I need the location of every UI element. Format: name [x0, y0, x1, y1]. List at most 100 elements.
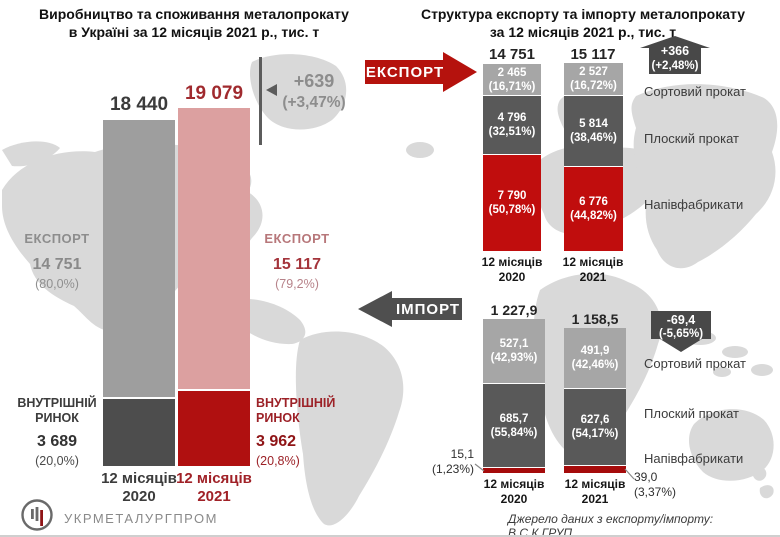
production-axis-2020-line1: 12 місяців [101, 470, 177, 487]
import-category-sorted: Сортовий прокат [644, 356, 747, 371]
domestic-pct-2020: (20,0%) [35, 454, 79, 468]
segment-value: 7 790 [497, 190, 527, 202]
export-badge-value: +366 [661, 44, 689, 58]
export-bar-2021: 2 527 (16,72%) 5 814 (38,46%) 6 776 (44,… [564, 63, 623, 251]
import-category-flat: Плоский прокат [644, 406, 739, 421]
segment-pct: (55,84%) [490, 426, 538, 439]
export-axis-2020-line1: 12 місяців [481, 255, 543, 269]
export-bar-2021-sorted-segment: 2 527 (16,72%) [564, 63, 623, 96]
callout-value: 39,0 [634, 470, 658, 484]
import-axis-2020: 12 місяців 2020 [479, 477, 549, 507]
segment-pct: (32,51%) [488, 126, 536, 138]
export-bar-2020-flat-segment: 4 796 (32,51%) [483, 96, 541, 155]
domestic-label-2021-line2: РИНОК [256, 411, 300, 425]
import-arrow-label: ІМПОРТ [396, 301, 460, 318]
callout-pct: (3,37%) [634, 485, 677, 499]
segment-value: 2 465 [497, 66, 527, 79]
export-label-2020: ЕКСПОРТ [24, 231, 90, 246]
export-category-sorted: Сортовий прокат [644, 84, 747, 99]
export-axis-2021: 12 місяців 2021 [558, 255, 628, 285]
import-bar-2021: 491,9 (42,46%) 627,6 (54,17%) [564, 328, 626, 473]
import-total-2020: 1 227,9 [490, 302, 538, 318]
import-bar-2020-semis-segment [483, 468, 545, 473]
production-change-pct: (+3,47%) [282, 94, 346, 111]
segment-pct: (42,93%) [490, 352, 538, 364]
segment-value: 527,1 [499, 338, 529, 350]
export-axis-2021-line2: 2021 [579, 270, 607, 284]
production-bar-2021 [178, 108, 250, 466]
segment-pct: (16,71%) [488, 80, 536, 93]
production-bar-2021-export-segment [178, 108, 250, 391]
segment-value: 4 796 [497, 112, 527, 124]
production-axis-2021-line1: 12 місяців [176, 470, 252, 487]
production-title-line2: в Україні за 12 місяців 2021 р., тис. т [68, 24, 320, 40]
segment-value: 627,6 [580, 414, 610, 426]
segment-pct: (50,78%) [488, 204, 536, 216]
production-bar-2020-domestic-segment [103, 399, 175, 466]
segment-value: 6 776 [579, 196, 608, 208]
domestic-label-2020-line1: ВНУТРІШНІЙ [17, 396, 97, 410]
import-semis-2021-callout: 39,0 (3,37%) [634, 470, 702, 500]
change-indicator-line [259, 57, 262, 145]
ukrmetallurgprom-logo-icon [21, 499, 53, 531]
import-axis-2020-line1: 12 місяців [483, 477, 545, 491]
import-category-semis: Напівфабрикати [644, 451, 744, 466]
export-label-block-2021: ЕКСПОРТ 15 117 (79,2%) [251, 231, 343, 291]
domestic-label-block-2020: ВНУТРІШНІЙ РИНОК 3 689 (20,0%) [14, 396, 100, 468]
segment-pct: (16,72%) [570, 80, 617, 92]
import-axis-2021-line1: 12 місяців [564, 477, 626, 491]
export-bar-2021-semis-segment: 6 776 (44,82%) [564, 167, 623, 251]
production-bar-2020 [103, 120, 175, 466]
ukrmetallurgprom-logo-text: УКРМЕТАЛУРГПРОМ [64, 511, 218, 526]
export-increase-badge: +366 (+2,48%) [640, 36, 710, 74]
import-semis-2020-callout: 15,1 (1,23%) [406, 447, 474, 477]
export-bar-2021-flat-segment: 5 814 (38,46%) [564, 96, 623, 167]
export-pct-2021: (79,2%) [275, 277, 319, 291]
export-category-semis: Напівфабрикати [644, 197, 744, 212]
structure-chart-title: Структура експорту та імпорту металопрок… [418, 5, 748, 41]
production-total-2021: 19 079 [184, 83, 244, 104]
export-category-flat: Плоский прокат [644, 131, 739, 146]
segment-value: 685,7 [499, 412, 529, 425]
production-bar-2021-domestic-segment [178, 391, 250, 466]
export-arrow: ЕКСПОРТ [365, 52, 477, 92]
export-axis-2021-line1: 12 місяців [562, 255, 624, 269]
production-change-value: +639 [293, 71, 335, 91]
import-bar-2020-flat-segment: 685,7 (55,84%) [483, 384, 545, 468]
import-total-2021: 1 158,5 [571, 311, 619, 327]
segment-value: 5 814 [579, 118, 608, 130]
export-value-2020: 14 751 [32, 256, 82, 273]
production-title-line1: Виробництво та споживання металопрокату [39, 6, 349, 22]
import-bar-2021-sorted-segment: 491,9 (42,46%) [564, 328, 626, 389]
domestic-value-2020: 3 689 [36, 433, 78, 450]
domestic-label-2021-line1: ВНУТРІШНІЙ [256, 396, 336, 410]
import-axis-2021-line2: 2021 [581, 492, 609, 506]
segment-pct: (42,46%) [571, 359, 619, 371]
production-bar-2020-export-segment [103, 120, 175, 399]
export-pct-2020: (80,0%) [35, 277, 79, 291]
segment-pct: (38,46%) [570, 132, 617, 144]
production-axis-2020: 12 місяців 2020 [95, 470, 183, 506]
production-chart-title: Виробництво та споживання металопрокату … [38, 5, 350, 41]
structure-title-line1: Структура експорту та імпорту металопрок… [420, 6, 746, 22]
production-axis-2021-line2: 2021 [197, 488, 231, 505]
segment-value: 491,9 [580, 345, 610, 357]
change-indicator-arrow [266, 84, 277, 96]
import-badge-pct: (-5,65%) [659, 328, 703, 340]
callout-pct: (1,23%) [431, 462, 474, 476]
import-bar-2020: 527,1 (42,93%) 685,7 (55,84%) [483, 319, 545, 473]
import-bar-2021-flat-segment: 627,6 (54,17%) [564, 389, 626, 466]
domestic-pct-2021: (20,8%) [256, 454, 300, 468]
export-label-2021: ЕКСПОРТ [264, 231, 330, 246]
export-value-2021: 15 117 [272, 256, 322, 273]
production-axis-2020-line2: 2020 [122, 488, 156, 505]
production-total-2020: 18 440 [109, 94, 169, 115]
import-axis-2020-line2: 2020 [500, 492, 528, 506]
export-bar-2020-semis-segment: 7 790 (50,78%) [483, 155, 541, 251]
import-bar-2020-sorted-segment: 527,1 (42,93%) [483, 319, 545, 384]
import-axis-2021: 12 місяців 2021 [560, 477, 630, 507]
import-decrease-badge: -69,4 (-5,65%) [651, 311, 711, 352]
source-note: Джерело даних з експорту/імпорту: В.С.К.… [508, 512, 714, 537]
